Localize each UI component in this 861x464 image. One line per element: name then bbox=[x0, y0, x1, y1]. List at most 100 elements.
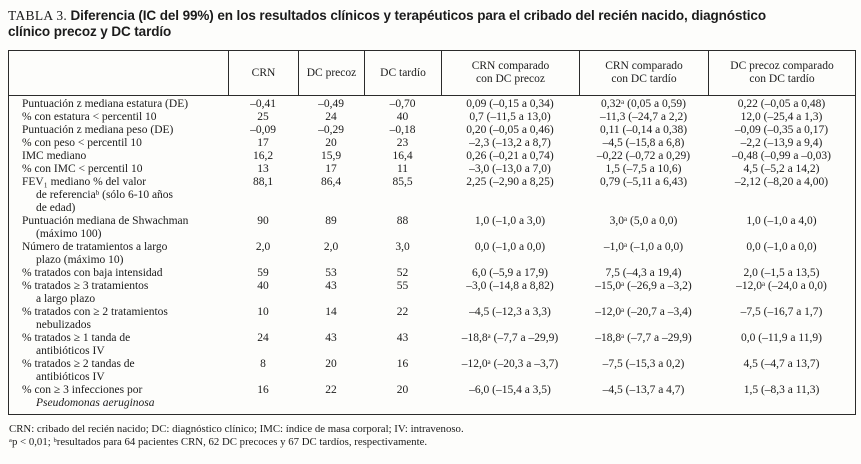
cell-crn-vs-precoz: 6,0 (–5,9 a 17,9) bbox=[471, 267, 548, 279]
table-title-text-line1: Diferencia (IC del 99%) en los resultado… bbox=[70, 8, 766, 23]
table-row: % tratados ≥ 3 tratamientos a largo plazo… bbox=[9, 280, 855, 306]
column-header-crn-vs-precoz: CRN comparado con DC precoz bbox=[441, 51, 579, 95]
cell-crn-vs-precoz: –12,0ᵃ (–20,3 a –3,7) bbox=[461, 358, 559, 370]
cell-dc-precoz: 20 bbox=[325, 137, 337, 149]
row-label: Puntuación z mediana estatura (DE) bbox=[22, 98, 189, 110]
footnote-significance: ᵃp < 0,01; ᵇresultados para 64 pacientes… bbox=[9, 435, 428, 448]
cell-dc-tardio: 40 bbox=[396, 111, 409, 123]
cell-dc-precoz: 24 bbox=[325, 111, 337, 123]
cell-crn: –0,09 bbox=[250, 124, 276, 136]
cell-crn: 40 bbox=[257, 280, 269, 292]
table-row: % con estatura < percentil 10 25 24 40 0… bbox=[9, 111, 855, 124]
cell-crn-vs-tardio: –18,8ᵃ (–7,7 a –29,9) bbox=[595, 332, 692, 344]
row-label: IMC mediano bbox=[22, 150, 87, 162]
cell-crn-vs-tardio: 0,79 (–5,11 a 6,43) bbox=[599, 176, 688, 188]
column-header-rowlabels bbox=[9, 51, 228, 95]
cell-dc-precoz: 89 bbox=[325, 215, 337, 227]
cell-dc-precoz: 86,4 bbox=[320, 176, 342, 188]
row-label: % tratados ≥ 2 tandas de antibióticos IV bbox=[22, 358, 135, 383]
table-row: % tratados ≥ 2 tandas de antibióticos IV … bbox=[9, 358, 855, 384]
cell-dc-precoz: 22 bbox=[325, 384, 337, 396]
cell-crn-vs-precoz: –3,0 (–13,0 a 7,0) bbox=[469, 163, 551, 175]
cell-crn-vs-precoz: –6,0 (–15,4 a 3,5) bbox=[469, 384, 551, 396]
column-header-crn-vs-tardio: CRN comparado con DC tardío bbox=[579, 51, 708, 95]
cell-crn-vs-precoz: 0,09 (–0,15 a 0,34) bbox=[466, 98, 554, 110]
cell-crn-vs-tardio: –15,0ᵃ (–26,9 a –3,2) bbox=[595, 280, 692, 292]
cell-dc-precoz: 2,0 bbox=[323, 241, 339, 253]
table-row: Número de tratamientos a largo plazo (máx… bbox=[9, 241, 855, 267]
cell-dc-precoz: –0,49 bbox=[318, 98, 344, 110]
cell-precoz-vs-tardio: –2,12 (–8,20 a 4,00) bbox=[734, 176, 829, 188]
cell-dc-precoz: 53 bbox=[325, 267, 337, 279]
cell-crn-vs-precoz: 0,7 (–11,5 a 13,0) bbox=[469, 111, 551, 123]
cell-dc-precoz: –0,29 bbox=[318, 124, 344, 136]
cell-crn-vs-tardio: –1,0ᵃ (–1,0 a 0,0) bbox=[603, 241, 684, 253]
cell-dc-tardio: 23 bbox=[396, 137, 409, 149]
row-label: % tratados con ≥ 2 tratamientos nebulizad… bbox=[22, 306, 168, 331]
row-label: Puntuación mediana de Shwachman (máximo 1… bbox=[22, 215, 189, 240]
column-header-crn: CRN bbox=[228, 51, 298, 95]
table-header-row: CRN DC precoz DC tardío CRN comparado con… bbox=[9, 51, 855, 96]
table-row: FEV₁ mediano % del valor de referenciaᵇ (… bbox=[9, 176, 855, 215]
table-row: % tratados con ≥ 2 tratamientos nebulizad… bbox=[9, 306, 855, 332]
cell-crn-vs-tardio: 1,5 (–7,5 a 10,6) bbox=[605, 163, 682, 175]
cell-crn: 24 bbox=[257, 332, 269, 344]
cell-crn: 8 bbox=[260, 358, 266, 370]
cell-crn-vs-precoz: –4,5 (–12,3 a 3,3) bbox=[469, 306, 551, 318]
cell-precoz-vs-tardio: 0,22 (–0,05 a 0,48) bbox=[737, 98, 826, 110]
cell-crn: 16 bbox=[257, 384, 269, 396]
cell-dc-tardio: 16,4 bbox=[392, 150, 413, 162]
cell-precoz-vs-tardio: 4,5 (–4,7 a 13,7) bbox=[743, 358, 820, 370]
table-row: % con ≥ 3 infecciones por Pseudomonas aer… bbox=[9, 384, 855, 410]
cell-dc-tardio: 85,5 bbox=[392, 176, 413, 188]
table-row: % tratados con baja intensidad 59 53 52 … bbox=[9, 267, 855, 280]
row-label: % tratados ≥ 3 tratamientos a largo plazo bbox=[22, 280, 149, 305]
row-label: % tratados ≥ 1 tanda de antibióticos IV bbox=[22, 332, 131, 357]
data-table: CRN DC precoz DC tardío CRN comparado con… bbox=[8, 50, 856, 415]
cell-crn: 88,1 bbox=[252, 176, 274, 188]
cell-crn-vs-tardio: –12,0ᵃ (–20,7 a –3,4) bbox=[595, 306, 692, 318]
cell-crn: 59 bbox=[257, 267, 269, 279]
row-label: Número de tratamientos a largo plazo (máx… bbox=[22, 241, 168, 266]
cell-dc-precoz: 15,9 bbox=[320, 150, 342, 162]
cell-dc-tardio: –0,70 bbox=[389, 98, 416, 110]
cell-crn: 13 bbox=[257, 163, 269, 175]
table-title: TABLA 3. Diferencia (IC del 99%) en los … bbox=[8, 8, 856, 40]
row-label: % con IMC < percentil 10 bbox=[22, 163, 143, 175]
cell-crn: 17 bbox=[257, 137, 269, 149]
table-row: % con peso < percentil 10 17 20 23 –2,3 … bbox=[9, 137, 855, 150]
cell-crn-vs-tardio: 3,0ᵃ (5,0 a 0,0) bbox=[609, 215, 678, 227]
table-row: Puntuación z mediana peso (DE) –0,09 –0,… bbox=[9, 124, 855, 137]
cell-precoz-vs-tardio: –12,0ᵃ (–24,0 a 0,0) bbox=[736, 280, 827, 292]
row-label: % tratados con baja intensidad bbox=[22, 267, 163, 279]
cell-crn: 2,0 bbox=[255, 241, 271, 253]
table-title-line1: TABLA 3. Diferencia (IC del 99%) en los … bbox=[8, 8, 856, 24]
cell-dc-tardio: 11 bbox=[396, 163, 409, 175]
cell-precoz-vs-tardio: 1,5 (–8,3 a 11,3) bbox=[743, 384, 820, 396]
column-header-dc-precoz: DC precoz bbox=[298, 51, 364, 95]
row-label: Puntuación z mediana peso (DE) bbox=[22, 124, 174, 136]
cell-precoz-vs-tardio: –2,2 (–13,9 a 9,4) bbox=[740, 137, 823, 149]
cell-crn-vs-precoz: 0,20 (–0,05 a 0,46) bbox=[466, 124, 554, 136]
cell-dc-precoz: 17 bbox=[325, 163, 337, 175]
row-label: % con ≥ 3 infecciones por Pseudomonas aer… bbox=[22, 384, 155, 409]
cell-dc-tardio: 55 bbox=[396, 280, 409, 292]
cell-dc-tardio: 88 bbox=[396, 215, 409, 227]
column-header-precoz-vs-tardio: DC precoz comparado con DC tardío bbox=[708, 51, 855, 95]
cell-crn: –0,41 bbox=[250, 98, 276, 110]
table-row: Puntuación z mediana estatura (DE) –0,41… bbox=[9, 98, 855, 111]
row-label: % con estatura < percentil 10 bbox=[22, 111, 157, 123]
cell-crn-vs-precoz: –18,8ᵃ (–7,7 a –29,9) bbox=[461, 332, 559, 344]
cell-crn-vs-precoz: 1,0 (–1,0 a 3,0) bbox=[474, 215, 546, 227]
cell-precoz-vs-tardio: –0,48 (–0,99 a –0,03) bbox=[731, 150, 831, 162]
cell-dc-precoz: 14 bbox=[325, 306, 337, 318]
cell-crn: 25 bbox=[257, 111, 269, 123]
cell-crn-vs-tardio: 7,5 (–4,3 a 19,4) bbox=[605, 267, 682, 279]
table-body: Puntuación z mediana estatura (DE) –0,41… bbox=[9, 96, 855, 414]
cell-crn-vs-tardio: –0,22 (–0,72 a 0,29) bbox=[596, 150, 691, 162]
table-row: % con IMC < percentil 10 13 17 11 –3,0 (… bbox=[9, 163, 855, 176]
cell-precoz-vs-tardio: 1,0 (–1,0 a 4,0) bbox=[746, 215, 817, 227]
cell-crn: 10 bbox=[257, 306, 269, 318]
cell-dc-tardio: 20 bbox=[396, 384, 409, 396]
